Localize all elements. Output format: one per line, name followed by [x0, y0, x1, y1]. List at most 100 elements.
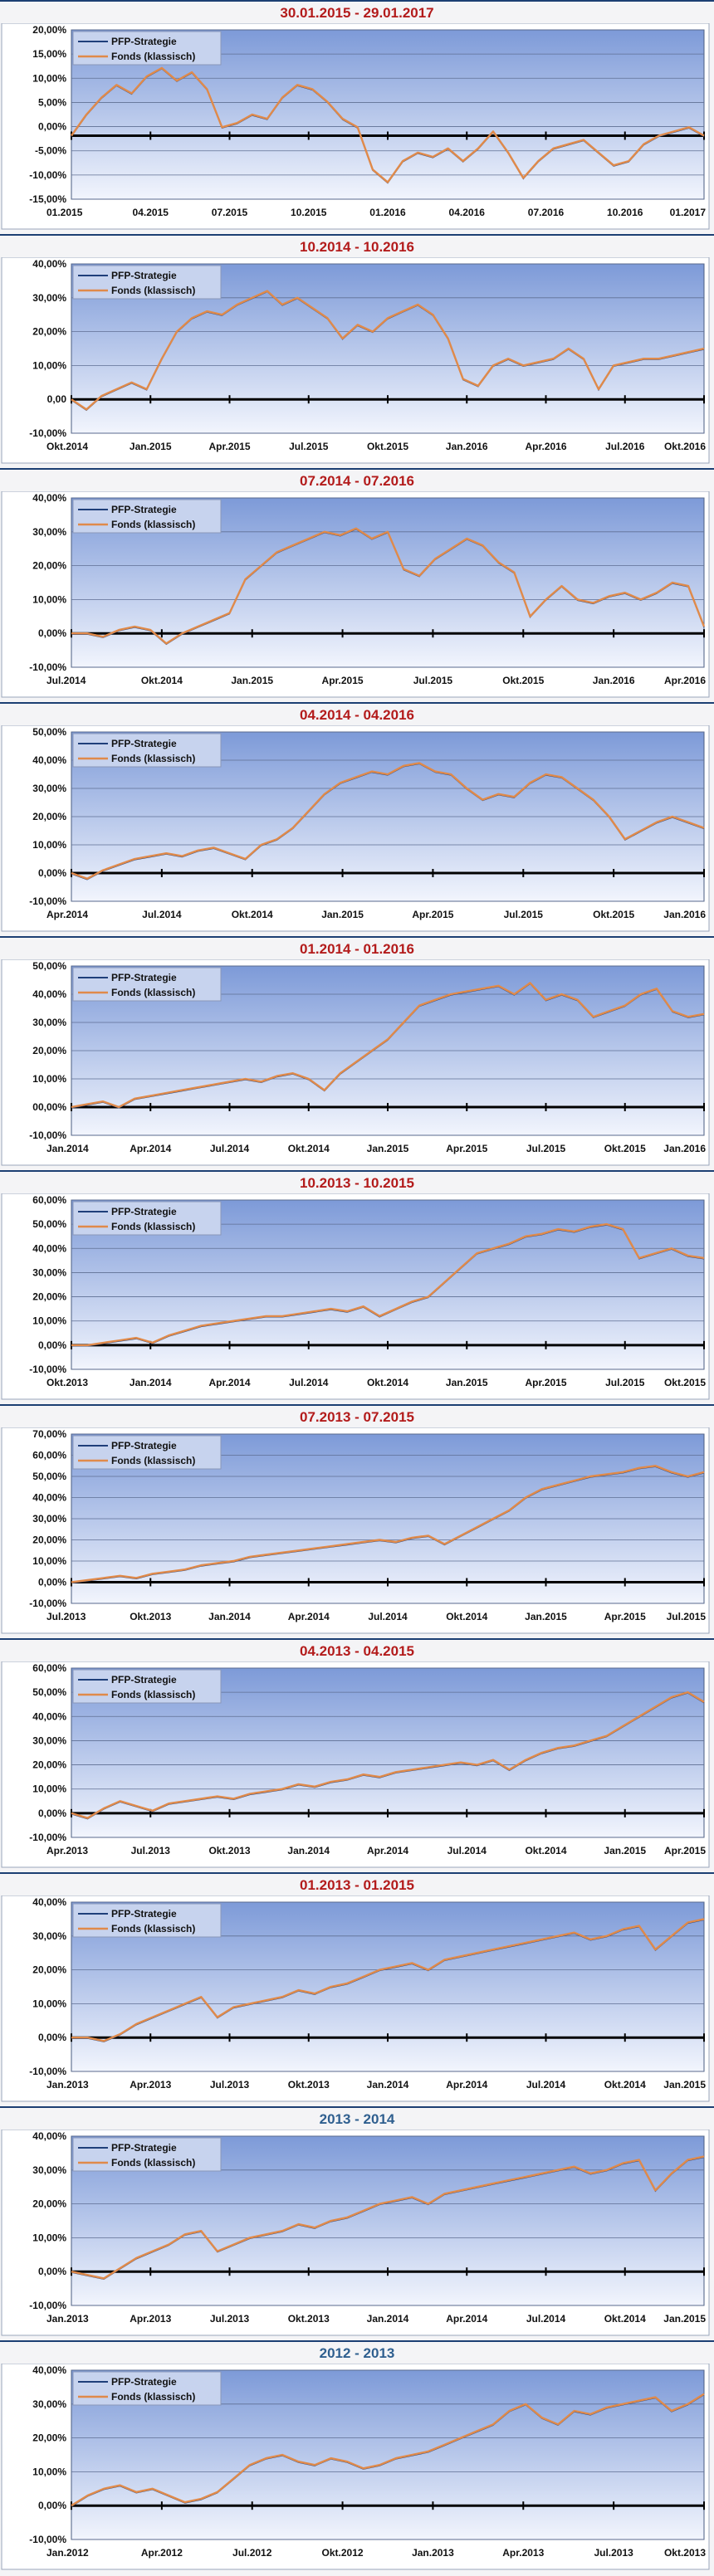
y-tick-label: 10,00% [32, 593, 66, 605]
x-tick-label: Jan.2014 [287, 1845, 330, 1856]
x-tick-label: Jan.2015 [321, 909, 364, 920]
y-tick-label: 50,00% [32, 1218, 66, 1230]
y-tick-label: 50,00% [32, 726, 66, 738]
legend-label-strategy: PFP-Strategie [111, 1674, 177, 1686]
y-tick-label: -10,00% [29, 1598, 66, 1609]
y-tick-label: 20,00% [32, 326, 66, 338]
legend: PFP-Strategie Fonds (klassisch) [72, 967, 222, 1002]
legend: PFP-Strategie Fonds (klassisch) [72, 499, 222, 534]
chart-panel: 01.2013 - 01.2015 40,00% 30,00% 20,00% 10,00… [0, 1872, 714, 2106]
series-line-fund [71, 66, 705, 183]
legend: PFP-Strategie Fonds (klassisch) [72, 733, 222, 768]
series-line-fund [71, 1222, 705, 1347]
x-tick-label: Okt.2014 [232, 909, 273, 920]
x-tick-label: Apr.2013 [130, 2079, 171, 2091]
y-tick-label: 0,00% [38, 2266, 66, 2277]
y-tick-label: 30,00% [32, 1734, 66, 1746]
y-tick-label: 30,00% [32, 1930, 66, 1942]
line-chart: 50,00% 40,00% 30,00% 20,00% 10,00% 00,00% -10,… [1, 959, 710, 1166]
y-tick-label: 20,00% [32, 560, 66, 572]
x-tick-label: Apr.2014 [446, 2313, 487, 2325]
y-tick-label: -10,00% [29, 169, 66, 181]
x-tick-label: Apr.2014 [367, 1845, 408, 1856]
y-tick-label: 10,00% [32, 839, 66, 851]
y-tick-label: 20,00% [32, 2198, 66, 2210]
x-tick-label: Okt.2013 [288, 2313, 330, 2325]
y-tick-label: -10,00% [29, 427, 66, 439]
y-tick-label: 15,00% [32, 48, 66, 60]
legend-label-fund: Fonds (klassisch) [111, 1689, 195, 1700]
x-tick-label: Jul.2015 [504, 909, 544, 920]
x-tick-label: Jan.2015 [231, 675, 273, 686]
y-tick-label: 0,00% [38, 121, 66, 133]
legend-label-strategy: PFP-Strategie [111, 1206, 177, 1217]
legend: PFP-Strategie Fonds (klassisch) [72, 1435, 222, 1470]
chart-panel: 07.2014 - 07.2016 40,00% 30,00% 20,00% 10,00… [0, 468, 714, 702]
y-tick-label: -15,00% [29, 193, 66, 205]
y-tick-label: 30,00% [32, 1266, 66, 1278]
y-tick-label: 20,00% [32, 1759, 66, 1771]
x-tick-label: 01.2017 [670, 207, 707, 218]
y-tick-label: 40,00% [32, 1492, 66, 1504]
y-tick-label: 10,00% [32, 2232, 66, 2243]
y-tick-label: -10,00% [29, 895, 66, 907]
y-tick-label: -10,00% [29, 1129, 66, 1141]
x-tick-label: Apr.2014 [288, 1611, 330, 1622]
y-tick-label: 0,00% [38, 1808, 66, 1819]
x-tick-label: Jul.2015 [413, 675, 453, 686]
x-tick-label: Okt.2016 [664, 441, 706, 452]
y-tick-label: 60,00% [32, 1194, 66, 1206]
x-tick-label: Okt.2014 [46, 441, 88, 452]
x-tick-label: Jan.2016 [663, 909, 706, 920]
x-tick-label: Okt.2013 [208, 1845, 250, 1856]
x-tick-label: Okt.2013 [130, 1611, 171, 1622]
x-tick-label: Jan.2014 [367, 2313, 409, 2325]
x-tick-label: Okt.2013 [46, 1377, 88, 1388]
chart-panel: 30.01.2015 - 29.01.2017 20,00% 15,00% 10,00… [0, 0, 714, 234]
y-tick-label: 40,00% [32, 492, 66, 504]
x-tick-label: Apr.2013 [46, 1845, 88, 1856]
chart-title: 04.2013 - 04.2015 [299, 1643, 414, 1659]
x-tick-label: Jan.2016 [593, 675, 635, 686]
x-tick-label: Jul.2013 [210, 2313, 250, 2325]
y-tick-label: 0,00% [38, 867, 66, 879]
x-tick-label: Apr.2015 [208, 441, 250, 452]
series-line-fund [71, 1465, 705, 1583]
chart-title: 01.2014 - 01.2016 [299, 941, 414, 957]
y-tick-label: 10,00% [32, 72, 66, 84]
y-tick-label: -10,00% [29, 2300, 66, 2311]
x-tick-label: 01.2015 [46, 207, 83, 218]
y-tick-label: 10,00% [32, 1783, 66, 1795]
y-tick-label: 30,00% [32, 526, 66, 538]
x-tick-label: Jul.2013 [594, 2547, 633, 2559]
x-tick-label: Jan.2013 [46, 2313, 89, 2325]
legend-label-fund: Fonds (klassisch) [111, 2391, 195, 2403]
x-tick-label: Jul.2014 [526, 2079, 566, 2091]
chart-panel: 07.2013 - 07.2015 70,00% 60,00% 50,00% 40,00… [0, 1404, 714, 1638]
x-tick-label: Okt.2014 [604, 2313, 646, 2325]
x-tick-label: Apr.2012 [141, 2547, 183, 2559]
y-tick-label: 10,00% [32, 359, 66, 371]
x-tick-label: Jan.2015 [130, 441, 172, 452]
x-tick-label: Jan.2015 [663, 2079, 706, 2091]
panel-separator [0, 0, 714, 2]
series-line-fund [71, 2155, 705, 2280]
x-tick-label: Apr.2014 [46, 909, 88, 920]
x-tick-label: Jan.2015 [604, 1845, 646, 1856]
legend-label-fund: Fonds (klassisch) [111, 285, 195, 296]
x-tick-label: Jan.2013 [412, 2547, 454, 2559]
y-tick-label: 5,00% [38, 96, 66, 108]
y-tick-label: 00,00% [32, 1101, 66, 1113]
x-tick-label: Jan.2013 [46, 2079, 89, 2091]
x-tick-label: Okt.2014 [141, 675, 183, 686]
y-tick-label: 40,00% [32, 1896, 66, 1908]
x-tick-label: Okt.2014 [525, 1845, 566, 1856]
x-tick-label: Jul.2014 [46, 675, 86, 686]
y-tick-label: 10,00% [32, 1315, 66, 1327]
x-tick-label: Jan.2015 [663, 2313, 706, 2325]
x-tick-label: Jan.2014 [46, 1143, 89, 1154]
chart-panel: 04.2014 - 04.2016 50,00% 40,00% 30,00% 20,00… [0, 702, 714, 936]
y-tick-label: 20,00% [32, 1291, 66, 1303]
legend-label-strategy: PFP-Strategie [111, 36, 177, 47]
chart-title: 2013 - 2014 [319, 2111, 395, 2127]
